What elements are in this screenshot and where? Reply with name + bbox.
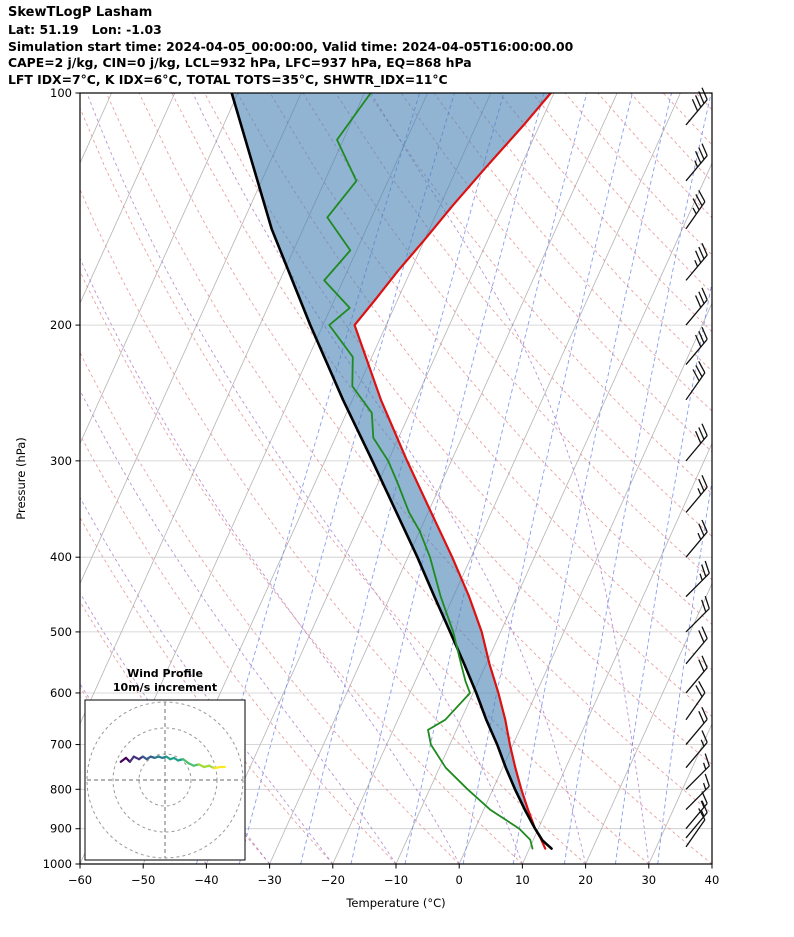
parcel-line bbox=[230, 93, 553, 850]
x-axis-tick-label: −50 bbox=[131, 873, 155, 887]
x-axis-tick-label: 30 bbox=[641, 873, 656, 887]
wind-barb bbox=[685, 655, 708, 694]
wind-barb bbox=[685, 773, 710, 811]
x-axis-tick-label: −10 bbox=[384, 873, 408, 887]
wind-barbs bbox=[685, 87, 710, 848]
y-axis-tick-label: 200 bbox=[50, 318, 72, 332]
y-axis-label: Pressure (hPa) bbox=[14, 437, 28, 520]
times-line: Simulation start time: 2024-04-05_00:00:… bbox=[8, 38, 574, 54]
location-line: Lat: 51.19 Lon: -1.03 bbox=[8, 21, 162, 37]
x-axis: −60 −50 −40 −30 −20 −10 0 10 20 30 40 Temperature (… bbox=[68, 864, 719, 910]
wind-barb bbox=[685, 242, 708, 281]
x-axis-tick-label: 40 bbox=[705, 873, 720, 887]
wind-barb bbox=[685, 595, 710, 633]
inset-title-line2: 10m/s increment bbox=[113, 681, 217, 694]
wind-barb bbox=[685, 730, 708, 769]
indices-line-1: CAPE=2 j/kg, CIN=0 j/kg, LCL=932 hPa, LF… bbox=[8, 55, 472, 71]
wind-barb bbox=[685, 808, 706, 848]
wind-barb bbox=[685, 87, 708, 126]
wind-barb bbox=[685, 143, 708, 182]
wind-barb bbox=[685, 287, 708, 326]
figure-header: SkewTLogP Lasham Lat: 51.19 Lon: -1.03 S… bbox=[8, 5, 573, 89]
x-axis-tick-label: 10 bbox=[515, 873, 530, 887]
y-axis-tick-label: 100 bbox=[50, 86, 72, 100]
wind-barb bbox=[685, 360, 706, 401]
page-title: SkewTLogP Lasham bbox=[8, 5, 153, 20]
wind-barb bbox=[685, 519, 708, 558]
y-axis-tick-label: 900 bbox=[50, 822, 72, 836]
y-axis-tick-label: 800 bbox=[50, 782, 72, 796]
x-axis-tick-label: −40 bbox=[194, 873, 218, 887]
y-axis-tick-label: 300 bbox=[50, 454, 72, 468]
wind-barb bbox=[685, 680, 706, 721]
y-axis-tick-label: 500 bbox=[50, 625, 72, 639]
x-axis-tick-label: 20 bbox=[578, 873, 593, 887]
y-axis-tick-label: 600 bbox=[50, 686, 72, 700]
x-axis-tick-label: 0 bbox=[456, 873, 463, 887]
x-axis-label: Temperature (°C) bbox=[345, 896, 445, 910]
wind-barb bbox=[685, 189, 706, 230]
x-axis-tick-label: −20 bbox=[321, 873, 345, 887]
wind-barb bbox=[685, 791, 708, 830]
wind-barb bbox=[685, 707, 708, 745]
x-axis-tick-label: −60 bbox=[68, 873, 92, 887]
wind-barb bbox=[685, 475, 708, 513]
y-axis: 100 200 300 400 500 600 700 800 900 1000 Pressure … bbox=[14, 86, 80, 871]
profile-lines bbox=[230, 93, 553, 850]
wind-barb bbox=[685, 626, 708, 665]
temperature-line bbox=[353, 93, 552, 850]
indices-line-2: LFT IDX=7°C, K IDX=6°C, TOTAL TOTS=35°C,… bbox=[8, 72, 448, 88]
x-axis-tick-label: −30 bbox=[257, 873, 281, 887]
wind-barb bbox=[685, 327, 708, 365]
y-axis-tick-label: 700 bbox=[50, 738, 72, 752]
wind-barb bbox=[685, 753, 710, 790]
y-axis-tick-label: 1000 bbox=[43, 857, 72, 871]
inset-title-line1: Wind Profile bbox=[127, 667, 203, 680]
wind-barb bbox=[685, 560, 710, 598]
hodograph-line bbox=[119, 755, 226, 770]
y-axis-tick-label: 400 bbox=[50, 550, 72, 564]
wind-barb bbox=[685, 423, 708, 462]
dewpoint-line bbox=[323, 93, 534, 850]
